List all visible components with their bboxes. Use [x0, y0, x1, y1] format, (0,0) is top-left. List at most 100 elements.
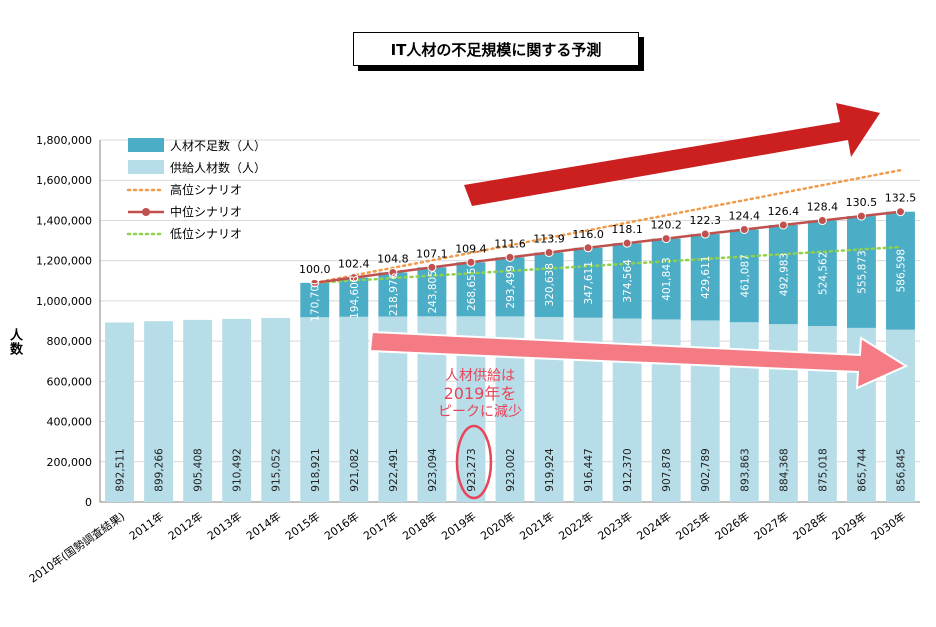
shortage-value-label: 347,611	[583, 261, 595, 304]
x-tick-label: 2017年	[361, 509, 401, 543]
low-scenario-line	[313, 245, 902, 285]
peak-highlight-ellipse	[455, 424, 493, 500]
mid-index-label: 102.4	[338, 258, 370, 271]
shortage-bar	[339, 277, 369, 317]
mid-index-label: 100.0	[299, 263, 331, 276]
x-tick-label: 2018年	[400, 509, 440, 543]
supply-value-label: 884,368	[778, 448, 790, 491]
shortage-bar	[651, 238, 681, 320]
mid-index-label: 116.0	[572, 228, 604, 241]
x-tick-label: 2010年(国勢調査結果)	[26, 509, 127, 586]
mid-scenario-marker	[583, 243, 593, 253]
x-tick-label: 2024年	[634, 509, 674, 543]
supply-value-label: 923,002	[505, 448, 517, 491]
x-tick-label: 2019年	[439, 509, 479, 543]
x-tick-label: 2026年	[712, 509, 752, 543]
x-tick-label: 2022年	[556, 509, 596, 543]
mid-scenario-marker	[544, 248, 554, 258]
mid-index-label: 124.4	[729, 210, 761, 223]
x-tick-label: 2028年	[790, 509, 830, 543]
y-tick-label: 0	[85, 496, 92, 509]
mid-scenario-marker	[505, 252, 515, 262]
supply-bar	[105, 322, 134, 502]
supply-bar	[339, 316, 369, 502]
supply-value-label: 892,511	[115, 448, 127, 491]
shortage-value-label: 293,499	[505, 265, 517, 308]
supply-value-label: 921,082	[349, 448, 361, 491]
y-tick-label: 600,000	[47, 375, 93, 388]
supply-value-label: 919,924	[544, 448, 556, 492]
supply-value-label: 916,447	[583, 448, 595, 491]
y-tick-label: 800,000	[47, 335, 93, 348]
y-tick-label: 1,200,000	[36, 255, 92, 268]
legend-label: 高位シナリオ	[170, 182, 242, 197]
legend-label: 中位シナリオ	[170, 204, 242, 219]
shortage-bar	[846, 216, 876, 328]
mid-index-label: 132.5	[885, 192, 917, 205]
mid-scenario-marker	[661, 234, 671, 244]
x-tick-label: 2016年	[322, 509, 362, 543]
supply-value-label: 915,052	[271, 448, 283, 491]
mid-scenario-marker	[388, 267, 398, 277]
mid-scenario-marker	[700, 229, 710, 239]
y-tick-label: 400,000	[47, 416, 93, 429]
supply-value-label: 899,266	[154, 448, 166, 492]
mid-index-label: 130.5	[846, 196, 878, 209]
supply-value-label: 907,878	[661, 448, 673, 491]
annotation-line-2: 2019年を	[443, 384, 517, 403]
shortage-bar	[612, 243, 642, 319]
shortage-value-label: 320,638	[544, 263, 556, 306]
chart-title: IT人材の不足規模に関する予測	[353, 32, 639, 66]
mid-index-label: 104.8	[377, 252, 409, 265]
shortage-value-label: 586,598	[895, 249, 907, 292]
supply-value-label: 905,408	[193, 448, 205, 491]
mid-scenario-marker	[778, 220, 788, 230]
shortage-value-label: 218,976	[388, 272, 400, 316]
x-tick-label: 2030年	[868, 509, 908, 543]
supply-value-label: 922,491	[388, 448, 400, 491]
shortage-bar	[300, 282, 330, 318]
supply-value-label: 865,744	[856, 448, 868, 492]
mid-scenario-marker	[739, 225, 749, 235]
legend-label: 供給人材数（人）	[170, 160, 266, 175]
supply-bar	[183, 319, 213, 502]
x-tick-label: 2027年	[751, 509, 791, 543]
x-tick-label: 2023年	[595, 509, 635, 543]
supply-bar	[222, 318, 252, 502]
mid-scenario-marker	[310, 278, 320, 288]
annotation-line-3: ピークに減少	[438, 404, 522, 420]
shortage-value-label: 170,700	[310, 278, 322, 321]
shortage-bar	[534, 252, 564, 317]
shortage-bar	[768, 224, 798, 325]
supply-value-label: 910,492	[232, 448, 244, 491]
shortage-value-label: 492,983	[778, 253, 790, 296]
mid-index-label: 107.1	[416, 247, 448, 260]
shortage-value-label: 243,805	[427, 270, 439, 313]
mid-index-label: 118.1	[611, 223, 643, 236]
x-tick-label: 2025年	[673, 509, 713, 543]
shortage-value-label: 429,611	[700, 256, 712, 299]
mid-index-label: 126.4	[768, 205, 800, 218]
shortage-value-label: 461,087	[739, 254, 751, 297]
x-tick-label: 2011年	[126, 509, 166, 543]
x-tick-label: 2021年	[517, 509, 557, 543]
x-tick-label: 2013年	[204, 509, 244, 543]
shortage-value-label: 268,655	[466, 268, 478, 311]
supply-value-label: 918,921	[310, 448, 322, 491]
mid-scenario-marker	[622, 238, 632, 248]
legend-label: 低位シナリオ	[170, 226, 242, 241]
annotation-line-1: 人材供給は	[445, 368, 515, 384]
mid-index-label: 109.4	[455, 242, 487, 255]
x-tick-label: 2014年	[243, 509, 283, 543]
y-tick-label: 1,400,000	[36, 214, 92, 227]
mid-scenario-marker	[817, 216, 827, 226]
mid-scenario-line	[314, 210, 901, 285]
supply-value-label: 902,789	[700, 448, 712, 491]
supply-value-label: 893,863	[739, 448, 751, 491]
mid-index-label: 111.6	[494, 237, 526, 250]
shortage-value-label: 524,562	[817, 252, 829, 295]
mid-scenario-marker	[856, 211, 866, 221]
shortage-value-label: 194,608	[349, 275, 361, 318]
shortage-value-label: 401,843	[661, 257, 673, 300]
